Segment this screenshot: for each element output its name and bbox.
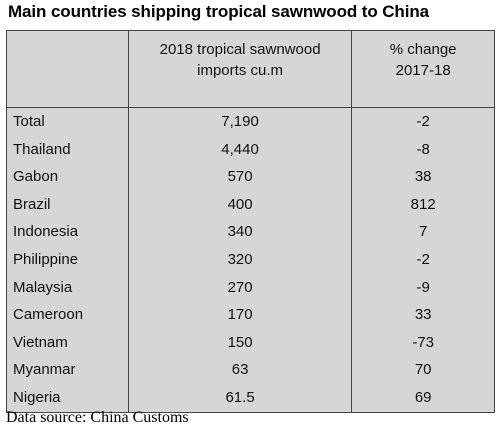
header-imports: 2018 tropical sawnwood imports cu.m — [127, 30, 353, 108]
data-source-note: Data source: China Customs — [6, 409, 189, 426]
country-cell: Philippine — [13, 250, 79, 268]
change-cell: 7 — [418, 223, 428, 241]
change-cell: 69 — [414, 388, 432, 406]
country-cell: Cameroon — [13, 306, 84, 324]
body-row: Total Thailand Gabon Brazil Indonesia Philipp… — [6, 107, 495, 413]
change-cell: -2 — [416, 250, 430, 268]
imports-cell: 570 — [227, 168, 253, 186]
table-title: Main countries shipping tropical sawnwoo… — [8, 2, 429, 21]
country-cell: Total — [13, 113, 45, 130]
change-cell: 38 — [414, 168, 432, 186]
country-cell: Indonesia — [13, 223, 79, 241]
imports-cell: 170 — [227, 306, 253, 324]
imports-cell: 340 — [227, 223, 253, 241]
country-cell: Brazil — [13, 195, 51, 213]
header-change-line1: % change — [389, 41, 457, 58]
change-cell: -73 — [412, 333, 434, 351]
imports-column: 7,190 4,440 570 400 340 320 270 170 150 63 61.5 — [127, 107, 353, 413]
country-column: Total Thailand Gabon Brazil Indonesia Philipp… — [6, 107, 129, 413]
change-column: -2 -8 38 812 7 -2 -9 33 -73 70 69 — [351, 107, 495, 413]
change-cell: -2 — [416, 113, 430, 130]
sawnwood-table: 2018 tropical sawnwood imports cu.m % ch… — [6, 30, 495, 413]
header-change: % change 2017-18 — [351, 30, 495, 108]
change-cell: 33 — [414, 306, 432, 324]
country-cell: Malaysia — [13, 278, 73, 296]
imports-cell: 61.5 — [225, 388, 255, 406]
imports-cell: 4,440 — [221, 140, 259, 158]
header-row: 2018 tropical sawnwood imports cu.m % ch… — [6, 30, 495, 108]
country-cell: Nigeria — [13, 388, 61, 406]
country-cell: Myanmar — [13, 361, 76, 379]
change-cell: 812 — [410, 195, 436, 213]
imports-cell: 7,190 — [221, 113, 259, 130]
change-cell: -8 — [416, 140, 430, 158]
country-cell: Gabon — [13, 168, 59, 186]
header-imports-line2: imports cu.m — [197, 62, 283, 79]
header-imports-line1: 2018 tropical sawnwood — [159, 41, 321, 58]
change-cell: 70 — [414, 361, 432, 379]
header-country — [6, 30, 129, 108]
imports-cell: 63 — [231, 361, 249, 379]
imports-cell: 320 — [227, 250, 253, 268]
country-cell: Vietnam — [13, 333, 68, 351]
change-cell: -9 — [416, 278, 430, 296]
country-cell: Thailand — [13, 140, 71, 158]
imports-cell: 400 — [227, 195, 253, 213]
imports-cell: 150 — [227, 333, 253, 351]
imports-cell: 270 — [227, 278, 253, 296]
header-change-line2: 2017-18 — [395, 62, 451, 79]
